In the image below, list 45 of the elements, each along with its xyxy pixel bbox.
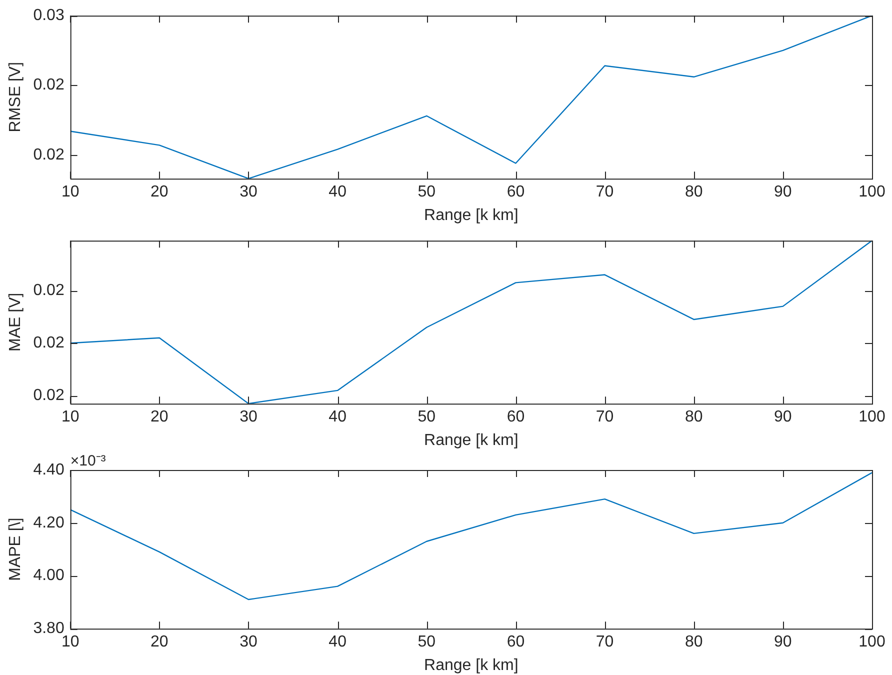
x-tick-label: 20 [150, 634, 168, 651]
y-axis-title: MAPE [\] [7, 518, 24, 581]
x-axis-title: Range [k km] [424, 656, 518, 674]
x-tick-label: 90 [774, 634, 792, 651]
x-tick-label: 50 [418, 634, 436, 651]
y-tick-label: 0.03 [33, 7, 64, 24]
y-axis-title: RMSE [V] [7, 62, 24, 132]
y-tick-label: 0.02 [33, 387, 64, 404]
x-tick-label: 60 [506, 634, 525, 651]
y-axis-title: MAE [V] [7, 292, 24, 352]
x-tick-label: 80 [684, 408, 703, 426]
x-tick-label: 70 [596, 408, 614, 426]
y-tick-label: 0.02 [33, 146, 64, 164]
x-tick-label: 100 [858, 408, 886, 426]
x-tick-label: 40 [328, 408, 347, 426]
x-tick-label: 70 [596, 634, 614, 651]
x-tick-label: 90 [774, 184, 792, 201]
x-tick-label: 100 [858, 184, 886, 201]
x-tick-label: 70 [596, 184, 614, 201]
x-tick-label: 60 [506, 408, 525, 426]
x-tick-label: 20 [150, 184, 168, 201]
text: ×10⁻³ [70, 452, 106, 470]
y-tick-label: 4.20 [33, 514, 64, 532]
y-tick-label: 0.02 [33, 334, 64, 352]
y-tick-label: 0.02 [33, 76, 64, 94]
x-tick-label: 50 [418, 184, 436, 201]
x-tick-label: 100 [858, 634, 886, 651]
y-tick-label: 4.00 [33, 567, 64, 584]
x-tick-label: 10 [61, 184, 80, 201]
x-tick-label: 80 [684, 184, 703, 201]
x-tick-label: 20 [150, 408, 168, 426]
x-tick-label: 30 [240, 634, 258, 651]
x-tick-label: 30 [240, 408, 258, 426]
y-tick-label: 4.40 [33, 461, 64, 478]
x-axis-title: Range [k km] [424, 206, 518, 224]
x-tick-label: 60 [506, 184, 525, 201]
x-tick-label: 30 [240, 184, 258, 201]
x-tick-label: 50 [418, 408, 436, 426]
y-tick-label: 0.02 [33, 282, 64, 299]
x-tick-label: 80 [684, 634, 703, 651]
x-tick-label: 90 [774, 408, 792, 426]
x-tick-label: 40 [328, 184, 347, 201]
x-tick-label: 40 [328, 634, 347, 651]
x-tick-label: 10 [61, 408, 80, 426]
x-axis-title: Range [k km] [424, 432, 518, 449]
